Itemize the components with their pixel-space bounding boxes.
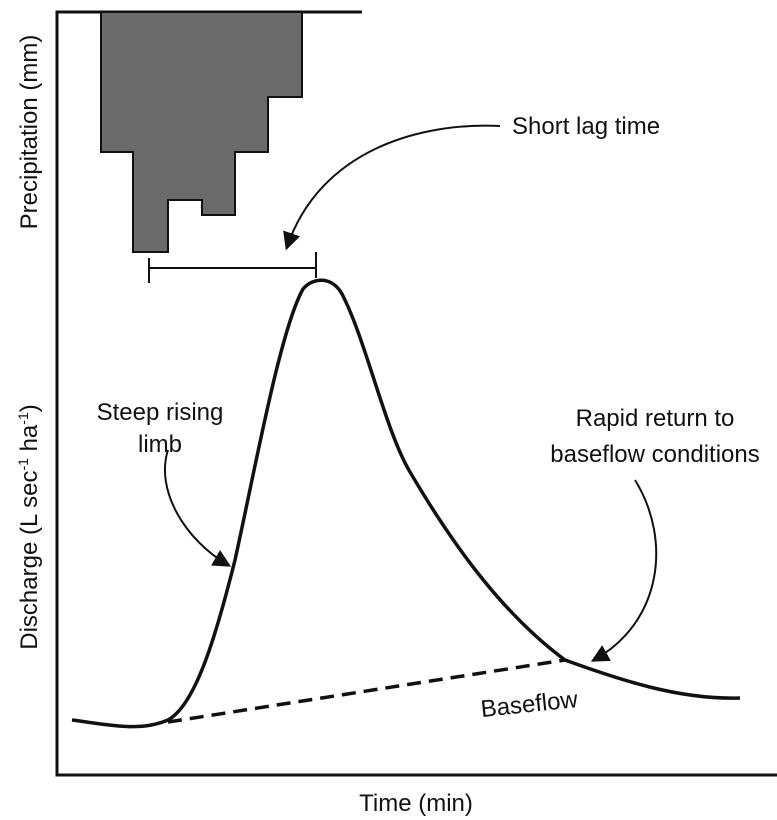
lag-label: Short lag time — [512, 113, 660, 140]
baseflow-line — [167, 658, 566, 724]
label-part: ha — [16, 424, 43, 458]
lag-bracket — [148, 252, 317, 283]
label-part: ) — [16, 404, 43, 412]
lag-arrow — [283, 124, 501, 251]
recession-label: Rapid return to — [576, 405, 735, 432]
x-axis-label: Time (min) — [359, 790, 473, 817]
recession-label: baseflow conditions — [550, 441, 759, 468]
rising-arrow — [163, 449, 232, 567]
recession-arrow — [590, 479, 658, 662]
rising-label: limb — [138, 431, 182, 458]
superscript: -1 — [15, 412, 31, 425]
y-axis-label: Precipitation (mm) — [16, 35, 43, 230]
y-axis-label: Discharge (L sec-1 ha-1) — [15, 404, 43, 649]
discharge-curve — [71, 278, 741, 729]
rising-label: Steep rising — [97, 399, 224, 426]
superscript: -1 — [15, 458, 31, 471]
precipitation-bars — [100, 11, 303, 253]
label-part: Discharge (L sec — [16, 471, 43, 650]
baseflow-label: Baseflow — [479, 686, 579, 723]
